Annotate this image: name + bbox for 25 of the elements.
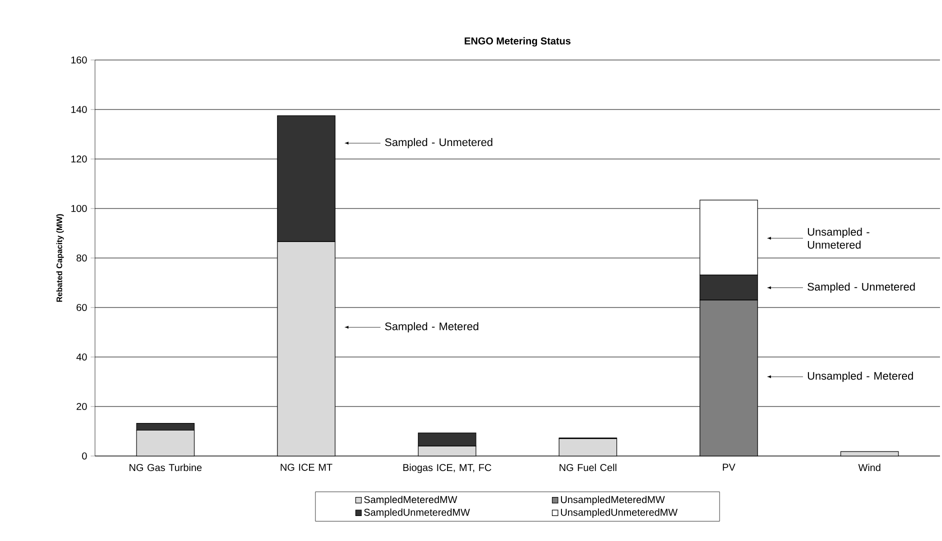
annotation: Sampled - Metered <box>385 322 478 332</box>
x-tick-label: NG Fuel Cell <box>560 464 616 472</box>
y-tick-label: 40 <box>76 353 87 361</box>
x-tick-label: Wind <box>858 464 880 472</box>
legend-label: SampledUnmeteredMW <box>364 508 470 518</box>
annotation: Unsampled - Metered <box>808 372 913 382</box>
legend-label: UnsampledMeteredMW <box>560 496 665 506</box>
y-tick-label: 80 <box>76 254 87 262</box>
legend-label: SampledMeteredMW <box>364 496 458 506</box>
y-tick-label: 20 <box>76 402 87 410</box>
y-tick-label: 60 <box>76 304 87 312</box>
x-tick-label: NG Gas Turbine <box>130 464 202 472</box>
annotation: Sampled - Unmetered <box>808 282 915 293</box>
y-tick-label: 100 <box>71 204 87 212</box>
y-tick-label: 160 <box>71 56 87 64</box>
chart-title: ENGO Metering Status <box>464 37 571 46</box>
legend-label: UnsampledUnmeteredMW <box>560 508 678 518</box>
x-tick-label: Biogas ICE, MT, FC <box>403 464 492 474</box>
x-tick-label: NG ICE MT <box>280 464 332 471</box>
annotation: Sampled - Unmetered <box>385 138 492 148</box>
y-tick-label: 0 <box>82 452 87 460</box>
y-tick-label: 140 <box>71 106 87 114</box>
x-tick-label: PV <box>722 464 736 471</box>
y-tick-label: 120 <box>71 155 87 163</box>
annotation: Unsampled - Unmetered <box>808 228 870 249</box>
